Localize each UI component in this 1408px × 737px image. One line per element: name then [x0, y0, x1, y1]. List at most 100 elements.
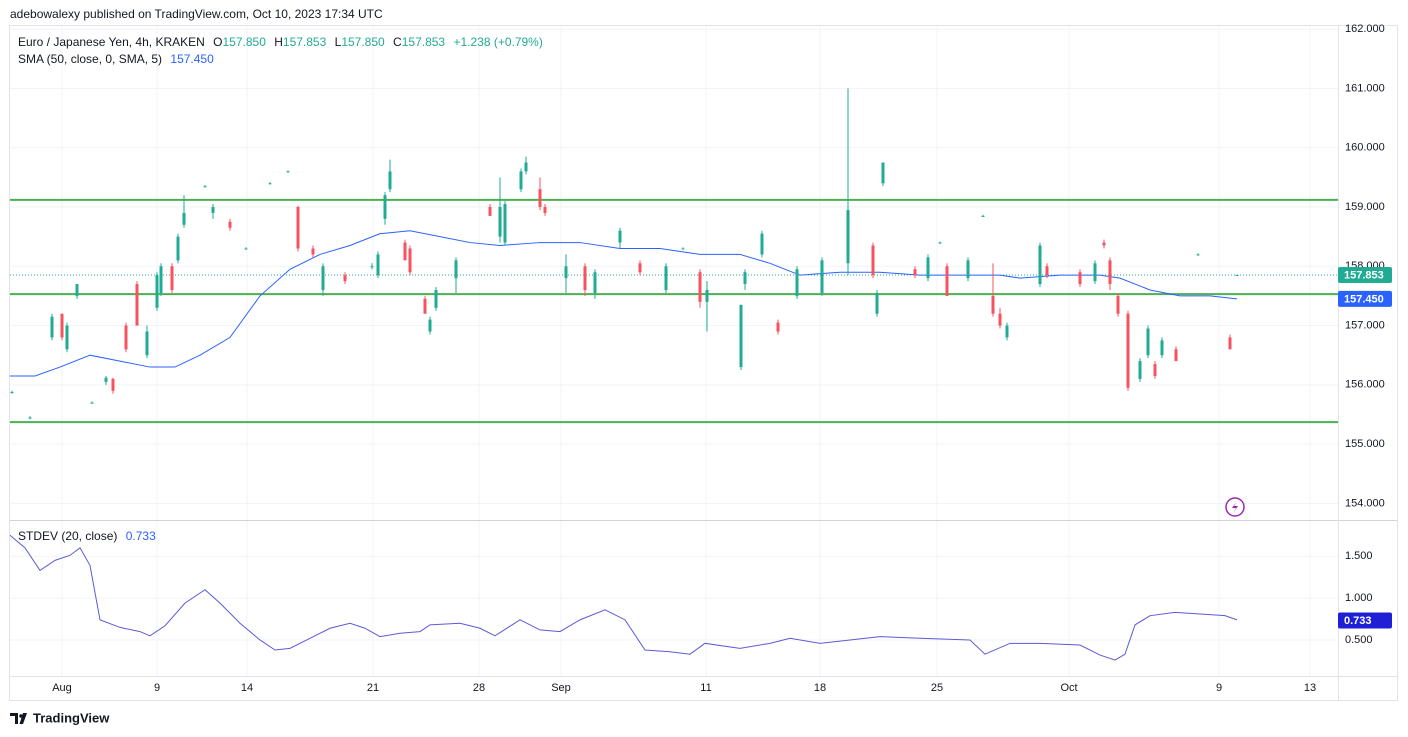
candle-body: [1045, 266, 1049, 276]
legend-sma: SMA (50, close, 0, SMA, 5) 157.450: [18, 52, 214, 66]
candle-body: [1160, 340, 1164, 356]
candle-body: [681, 248, 685, 250]
axis-marker-label: 0.733: [1344, 615, 1372, 627]
candle-body: [913, 269, 917, 276]
x-tick-label: 9: [154, 682, 160, 694]
legend-title: Euro / Japanese Yen, 4h, KRAKEN: [18, 35, 205, 49]
grid: [10, 25, 1338, 676]
axis-marker: [1338, 266, 1392, 283]
candle-body: [698, 272, 702, 302]
candle-body: [938, 242, 942, 244]
candle-body: [503, 204, 507, 243]
legend-main: Euro / Japanese Yen, 4h, KRAKEN O157.850…: [18, 35, 543, 49]
y-tick-label: 159.000: [1345, 201, 1385, 213]
sma-name: SMA (50, close, 0, SMA, 5): [18, 52, 163, 66]
candle-body: [1196, 254, 1200, 256]
change: +1.238 (+0.79%): [453, 35, 543, 49]
axis-marker: [1338, 612, 1392, 629]
candle-body: [1153, 364, 1157, 376]
candle-body: [538, 189, 542, 207]
candle-body: [90, 402, 94, 404]
ohlc-value: 157.853: [401, 35, 446, 49]
candle-body: [705, 289, 709, 302]
frame: [9, 25, 1398, 701]
legend-stdev: STDEV (20, close) 0.733: [18, 529, 156, 543]
y-tick-label: 157.000: [1345, 319, 1385, 331]
candle-body: [170, 266, 174, 290]
x-tick-label: 9: [1216, 682, 1222, 694]
stdev-line: [9, 534, 1238, 661]
candle-body: [739, 304, 743, 368]
candle-body: [1102, 242, 1106, 246]
candle-body: [593, 272, 597, 293]
candle-body: [176, 236, 180, 261]
candle-body: [75, 284, 79, 296]
candle-body: [370, 266, 374, 268]
candle-body: [383, 195, 387, 219]
candle-body: [795, 269, 799, 296]
candle-body: [820, 260, 824, 293]
candle-body: [638, 263, 642, 273]
ohlc-key: O: [213, 35, 223, 49]
y-tick-label: 161.000: [1345, 82, 1385, 94]
published-line: adebowalexy published on TradingView.com…: [10, 7, 383, 21]
y-tick-label: 156.000: [1345, 379, 1385, 391]
stdev-value: 0.733: [125, 529, 156, 543]
ohlc-value: 157.850: [222, 35, 266, 49]
axis-marker: [1338, 290, 1392, 307]
candle-body: [524, 162, 528, 172]
x-tick-label: 14: [241, 682, 253, 694]
candle-body: [926, 257, 930, 279]
candle-body: [543, 206, 547, 213]
candle-body: [966, 260, 970, 279]
x-tick-label: Aug: [52, 682, 72, 694]
y-tick-label: 154.000: [1345, 497, 1385, 509]
candle-body: [135, 284, 139, 326]
alert-icon-bolt: [1232, 501, 1238, 513]
candle-body: [376, 254, 380, 276]
x-tick-label: 25: [931, 682, 943, 694]
candle-body: [1235, 274, 1239, 276]
candle-body: [1116, 295, 1120, 314]
candle-body: [155, 275, 159, 308]
candle-body: [1146, 328, 1150, 356]
candle-body: [743, 272, 747, 285]
stdev-name: STDEV (20, close): [18, 529, 118, 543]
sma-value: 157.450: [170, 52, 214, 66]
candle-body: [564, 266, 568, 279]
y-tick-label: 162.000: [1345, 23, 1385, 35]
candle-body: [145, 331, 149, 356]
y2-tick-label: 1.000: [1345, 592, 1373, 604]
x-tick-label: 18: [814, 682, 826, 694]
candle-body: [159, 266, 163, 293]
y-tick-label: 160.000: [1345, 142, 1385, 154]
x-tick-label: 21: [367, 682, 379, 694]
candle-body: [311, 248, 315, 255]
x-tick-label: Sep: [551, 682, 571, 694]
candle-body: [388, 171, 392, 190]
candle-body: [991, 295, 995, 314]
candle-body: [760, 233, 764, 255]
x-tick-label: Oct: [1060, 682, 1077, 694]
candle-body: [998, 313, 1002, 326]
candle-body: [488, 206, 492, 216]
candle-body: [28, 417, 32, 419]
sma-line: [10, 230, 1238, 377]
ohlc-key: H: [274, 35, 283, 49]
footer-brand: TradingView: [33, 710, 110, 725]
candle-body: [50, 316, 54, 338]
candle-body: [1174, 349, 1178, 362]
candle-body: [1126, 313, 1130, 388]
candle-body: [1038, 245, 1042, 285]
tv-logo: [10, 713, 27, 724]
candle-body: [244, 248, 248, 250]
candle-body: [65, 325, 69, 350]
ohlc-key: L: [334, 35, 342, 49]
ohlc-value: 157.850: [341, 35, 385, 49]
candle-body: [664, 266, 668, 290]
candle-body: [343, 275, 347, 282]
candle-body: [1078, 272, 1082, 285]
candle-body: [871, 245, 875, 276]
candle-body: [618, 230, 622, 243]
